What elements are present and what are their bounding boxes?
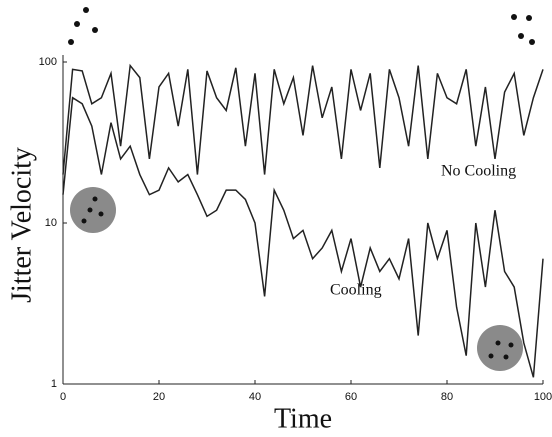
decoration <box>68 7 535 45</box>
x-tick-label: 40 <box>249 391 261 403</box>
series-line <box>62 96 544 378</box>
series-line <box>62 63 544 175</box>
x-tick-label: 80 <box>441 391 453 403</box>
x-tick-label: 20 <box>153 391 165 403</box>
x-tick-label: 100 <box>534 391 552 403</box>
x-tick-label: 0 <box>60 391 66 403</box>
cluster-icon <box>70 187 523 371</box>
y-tick-label: 1 <box>51 378 57 390</box>
series-label: No Cooling <box>441 163 516 180</box>
x-tick-label: 60 <box>345 391 357 403</box>
y-tick-label: 10 <box>45 217 57 229</box>
y-axis-label: Jitter Velocity <box>6 147 37 303</box>
x-axis-label: Time <box>274 403 332 434</box>
y-tick-label: 100 <box>39 56 57 68</box>
series-label: Cooling <box>330 282 382 299</box>
